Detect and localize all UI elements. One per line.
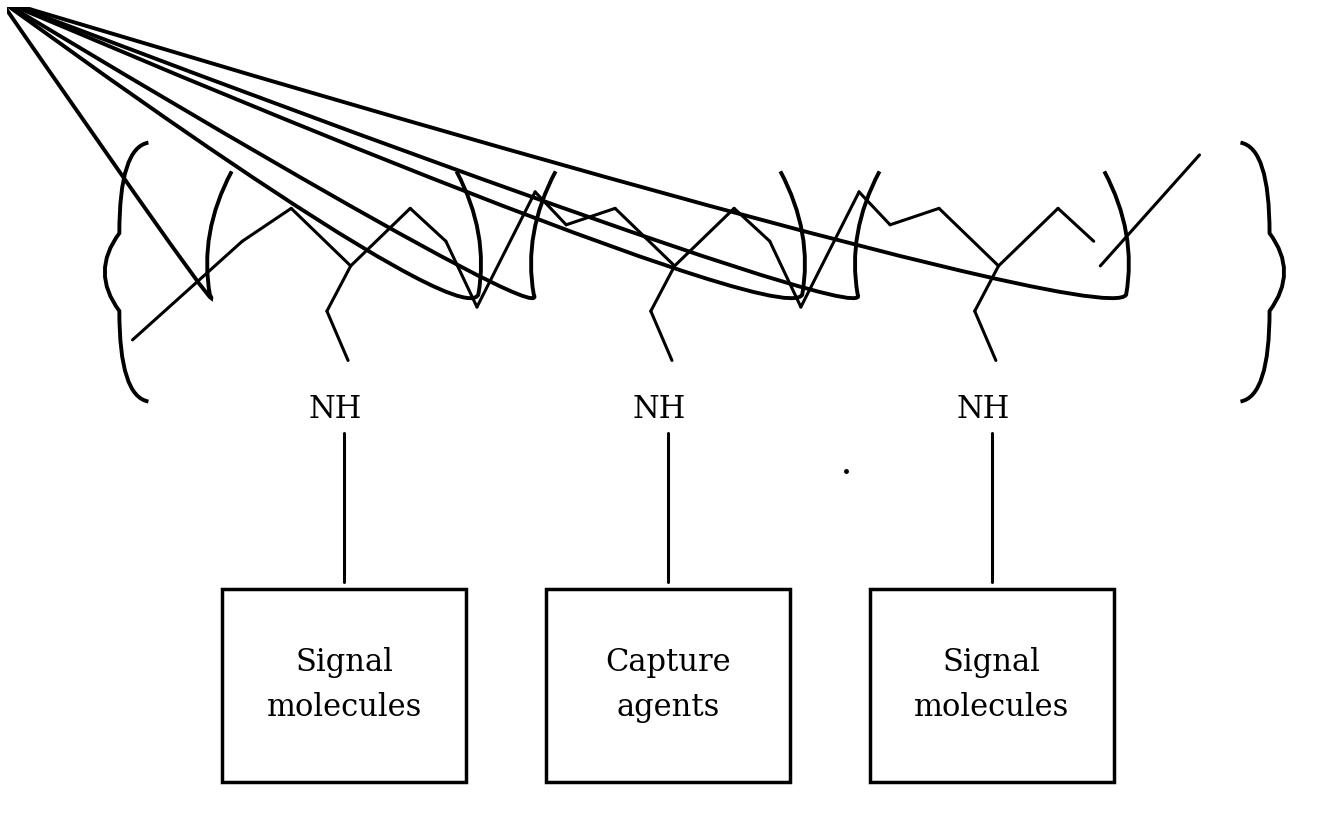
FancyBboxPatch shape bbox=[870, 589, 1114, 782]
FancyBboxPatch shape bbox=[545, 589, 791, 782]
Text: NH: NH bbox=[632, 395, 685, 426]
Text: Signal
molecules: Signal molecules bbox=[266, 647, 422, 723]
Text: NH: NH bbox=[309, 395, 362, 426]
Text: Signal
molecules: Signal molecules bbox=[914, 647, 1070, 723]
FancyBboxPatch shape bbox=[222, 589, 466, 782]
Text: NH: NH bbox=[957, 395, 1009, 426]
Text: Capture
agents: Capture agents bbox=[605, 647, 731, 723]
